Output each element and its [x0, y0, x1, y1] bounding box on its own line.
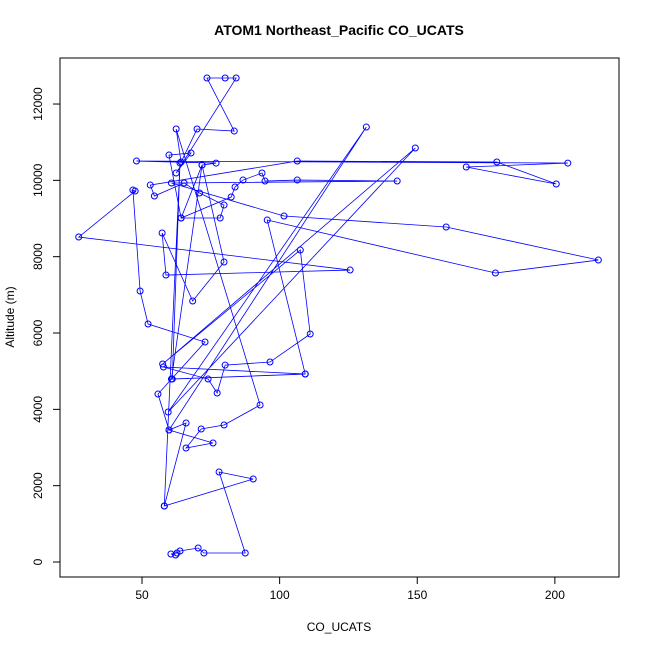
data-point — [203, 74, 211, 82]
data-point — [180, 179, 188, 187]
data-point — [493, 158, 501, 166]
data-point — [462, 163, 470, 171]
data-point — [187, 149, 195, 157]
data-point — [256, 401, 264, 409]
data-point — [221, 361, 229, 369]
data-point — [263, 216, 271, 224]
data-point — [172, 551, 180, 559]
data-point — [194, 544, 202, 552]
x-tick-label: 200 — [545, 588, 565, 602]
data-point — [182, 419, 190, 427]
data-point — [393, 177, 401, 185]
data-point — [177, 214, 185, 222]
data-point — [158, 229, 166, 237]
y-tick-label: 0 — [31, 558, 45, 565]
data-point — [258, 169, 266, 177]
chart-title: ATOM1 Northeast_Pacific CO_UCATS — [214, 22, 464, 38]
data-point — [442, 223, 450, 231]
data-point — [133, 157, 141, 165]
data-point — [75, 233, 83, 241]
data-point — [177, 158, 185, 166]
data-point — [220, 201, 228, 209]
data-point — [189, 297, 197, 305]
y-tick-label: 10000 — [31, 163, 45, 197]
data-point — [209, 439, 217, 447]
y-tick-label: 2000 — [31, 472, 45, 499]
y-tick-label: 6000 — [31, 319, 45, 346]
data-point — [293, 157, 301, 165]
data-point — [301, 370, 309, 378]
data-point — [176, 159, 184, 167]
x-tick-label: 100 — [270, 588, 290, 602]
data-point — [221, 74, 229, 82]
data-point — [172, 125, 180, 133]
data-point — [296, 246, 304, 254]
data-point — [230, 127, 238, 135]
data-point — [146, 181, 154, 189]
x-tick-label: 50 — [135, 588, 149, 602]
data-point — [197, 425, 205, 433]
data-point — [172, 169, 180, 177]
y-tick-label: 8000 — [31, 243, 45, 270]
data-point — [232, 74, 240, 82]
data-point — [231, 183, 239, 191]
series-line — [77, 77, 599, 556]
x-tick-label: 150 — [407, 588, 427, 602]
data-point — [144, 320, 152, 328]
x-axis-label: CO_UCATS — [307, 620, 371, 634]
data-point — [201, 338, 209, 346]
y-tick-label: 12000 — [31, 87, 45, 121]
data-point — [594, 256, 602, 264]
data-point — [176, 547, 184, 555]
data-point — [346, 266, 354, 274]
data-point — [266, 358, 274, 366]
y-tick-label: 4000 — [31, 396, 45, 423]
data-point — [239, 176, 247, 184]
data-point — [564, 159, 572, 167]
data-point — [150, 192, 158, 200]
data-point — [131, 187, 139, 195]
data-point — [159, 363, 167, 371]
data-point — [241, 549, 249, 557]
data-point — [411, 144, 419, 152]
data-point — [362, 123, 370, 131]
data-point — [249, 475, 257, 483]
data-point — [491, 269, 499, 277]
data-point — [216, 214, 224, 222]
data-point — [220, 421, 228, 429]
data-point — [162, 271, 170, 279]
data-point — [160, 502, 168, 510]
data-point — [220, 258, 228, 266]
data-point — [165, 151, 173, 159]
data-point — [193, 125, 201, 133]
data-point — [261, 177, 269, 185]
data-point — [154, 390, 162, 398]
data-point — [306, 330, 314, 338]
data-point — [164, 408, 172, 416]
data-point — [204, 375, 212, 383]
data-point — [227, 193, 235, 201]
data-point — [168, 375, 176, 383]
data-point — [215, 468, 223, 476]
data-point — [136, 287, 144, 295]
data-point — [552, 180, 560, 188]
data-point — [182, 444, 190, 452]
data-point — [167, 179, 175, 187]
plot-frame — [59, 57, 620, 578]
data-point — [165, 426, 173, 434]
data-point — [159, 360, 167, 368]
data-point — [198, 161, 206, 169]
data-point — [196, 189, 204, 197]
data-point — [200, 549, 208, 557]
data-point — [213, 389, 221, 397]
data-point — [280, 212, 288, 220]
data-point — [293, 176, 301, 184]
data-point — [212, 159, 220, 167]
y-axis-label: Altitude (m) — [3, 286, 17, 347]
